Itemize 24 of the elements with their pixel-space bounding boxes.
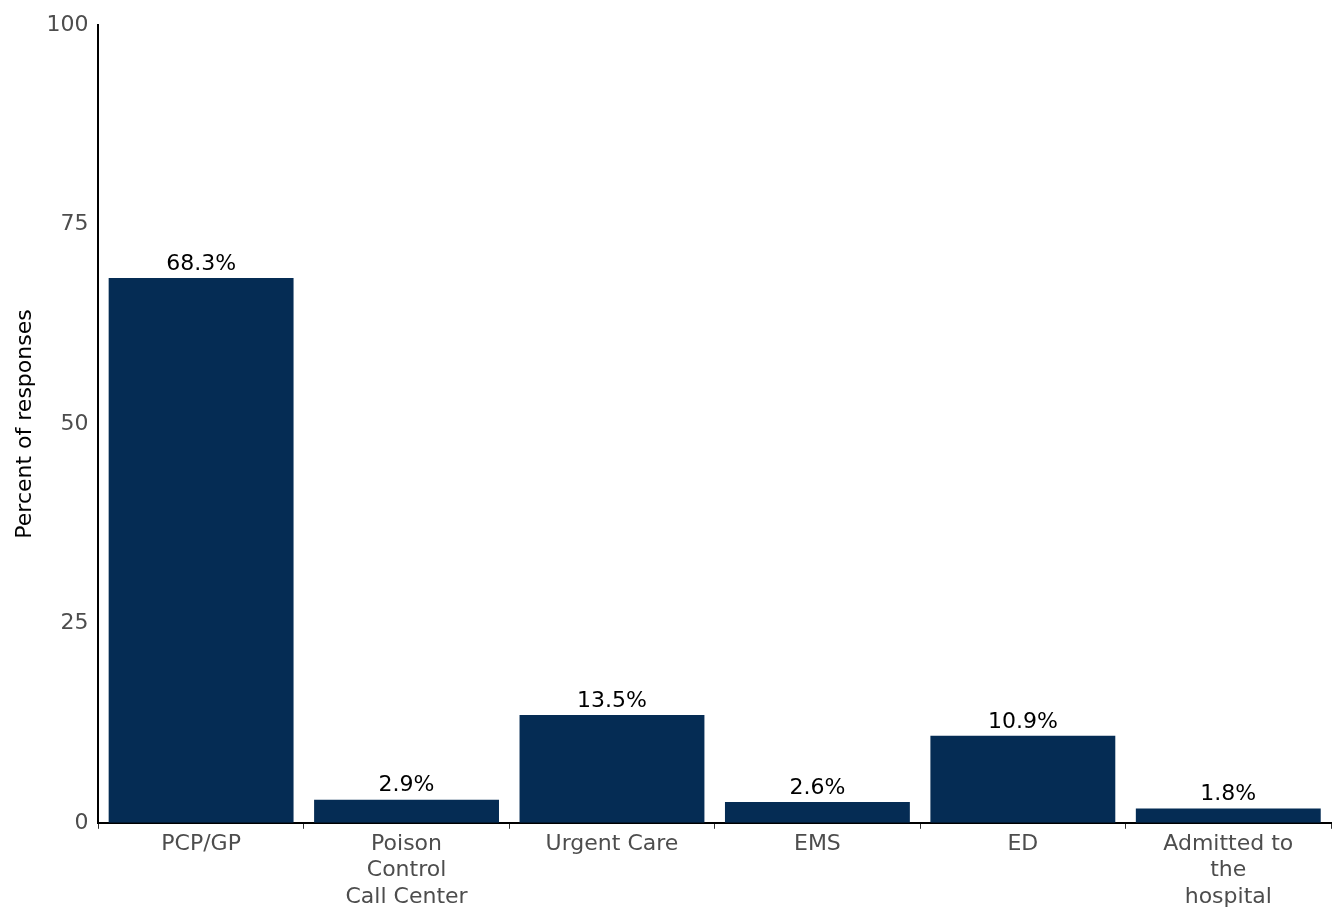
data-label: 13.5%: [577, 686, 647, 712]
x-tick-label: PCP/GP: [161, 829, 241, 855]
x-tick-label: Poison Control Call Center: [345, 829, 469, 908]
x-tick-label: EMS: [793, 829, 841, 855]
bar: [930, 735, 1116, 823]
bar: [1135, 808, 1321, 823]
y-tick-label: 50: [60, 409, 89, 435]
data-label: 2.6%: [789, 773, 846, 799]
bar: [724, 802, 910, 823]
y-tick-label: 100: [46, 10, 89, 36]
x-tick-label: Admitted to the hospital: [1163, 829, 1294, 908]
y-tick-label: 0: [74, 808, 89, 834]
x-tick-label: ED: [1007, 829, 1039, 855]
x-tick-label: Urgent Care: [545, 829, 679, 855]
y-tick-label: 75: [60, 210, 89, 236]
data-label: 2.9%: [378, 771, 435, 797]
data-label: 10.9%: [987, 707, 1058, 733]
bar: [519, 715, 705, 823]
y-axis-title: Percent of responses: [10, 309, 36, 539]
data-label: 68.3%: [166, 249, 237, 275]
y-tick-label: 25: [60, 609, 89, 635]
data-label: 1.8%: [1200, 780, 1257, 806]
bar: [108, 278, 294, 823]
bar: [314, 799, 499, 823]
